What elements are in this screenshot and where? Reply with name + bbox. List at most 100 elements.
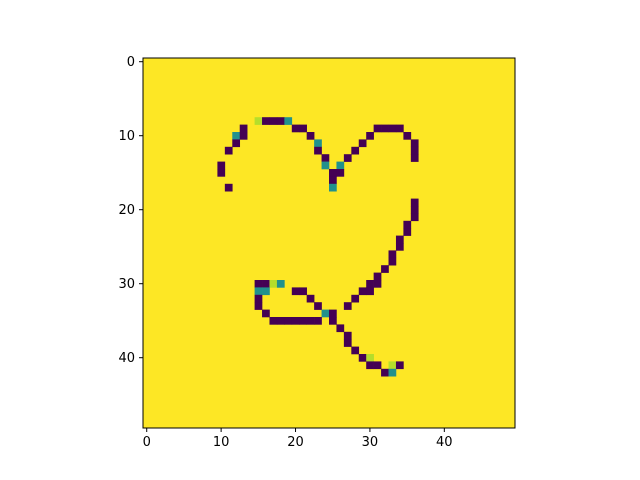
heatmap-cell — [373, 124, 382, 133]
heatmap-cell — [373, 272, 382, 281]
heatmap-cell — [254, 280, 263, 288]
heatmap-cell — [224, 146, 233, 155]
heatmap-cell — [321, 154, 330, 162]
heatmap-cell — [388, 124, 397, 133]
heatmap-cell — [329, 169, 337, 177]
heatmap-cell — [284, 317, 293, 325]
heatmap-cell — [254, 117, 263, 125]
heatmap-cell — [276, 280, 285, 288]
heatmap-cells — [143, 58, 515, 428]
heatmap-cell — [269, 117, 278, 125]
heatmap-cell — [291, 317, 300, 325]
heatmap-cell — [366, 287, 374, 296]
x-tick-label: 0 — [143, 435, 151, 450]
x-tick-label: 20 — [287, 435, 304, 450]
heatmap-cell — [403, 132, 412, 140]
heatmap-cell — [232, 132, 241, 140]
heatmap-cell — [403, 220, 412, 229]
heatmap-cell — [410, 146, 419, 155]
heatmap-cell — [381, 124, 389, 133]
heatmap-cell — [410, 154, 419, 162]
y-axis-ticks: 0 10 20 30 40 — [118, 55, 143, 366]
heatmap-cell — [232, 139, 241, 148]
heatmap-cell — [343, 302, 352, 310]
heatmap-cell — [254, 287, 263, 296]
heatmap-cell — [410, 213, 419, 222]
heatmap-cell — [291, 287, 300, 296]
heatmap-cell — [336, 169, 345, 177]
heatmap-cell — [224, 183, 233, 192]
heatmap-cell — [366, 361, 374, 370]
heatmap-cell — [314, 302, 322, 310]
y-tick-label: 0 — [127, 55, 135, 70]
heatmap-cell — [395, 243, 404, 251]
heatmap-cell — [343, 154, 352, 162]
heatmap-cell — [306, 317, 315, 325]
heatmap-cell — [366, 354, 374, 362]
y-tick-label: 20 — [118, 203, 135, 218]
heatmap-cell — [269, 280, 278, 288]
heatmap-cell — [254, 294, 263, 303]
heatmap-cell — [366, 280, 374, 288]
heatmap-cell — [314, 139, 322, 148]
heatmap-cell — [284, 117, 293, 125]
heatmap-cell — [358, 139, 367, 148]
heatmap-cell — [336, 161, 345, 170]
heatmap-cell — [314, 317, 322, 325]
heatmap-cell — [262, 309, 270, 318]
heatmap-cell — [299, 124, 307, 133]
heatmap-cell — [217, 169, 226, 177]
heatmap-cell — [239, 124, 248, 133]
heatmap-cell — [329, 309, 337, 318]
heatmap-cell — [395, 124, 404, 133]
heatmap-cell — [395, 235, 404, 244]
heatmap-cell — [388, 257, 397, 266]
heatmap-cell — [306, 132, 315, 140]
heatmap-cell — [388, 250, 397, 259]
heatmap-cell — [373, 280, 382, 288]
heatmap-cell — [410, 206, 419, 214]
axes-frame — [142, 57, 516, 429]
heatmap-cell — [306, 294, 315, 303]
x-tick-label: 30 — [362, 435, 379, 450]
heatmap-cell — [276, 117, 285, 125]
heatmap-cell — [262, 287, 270, 296]
heatmap-cell — [351, 294, 360, 303]
heatmap-cell — [329, 183, 337, 192]
x-tick-label: 40 — [436, 435, 453, 450]
heatmap-cell — [329, 176, 337, 185]
heatmap-cell — [351, 146, 360, 155]
heatmap-cell — [299, 317, 307, 325]
heatmap-cell — [351, 346, 360, 355]
heatmap-cell — [388, 361, 397, 370]
heatmap-cell — [299, 287, 307, 296]
y-tick-label: 40 — [118, 351, 135, 366]
heatmap-cell — [410, 139, 419, 148]
y-tick-label: 10 — [118, 129, 135, 144]
heatmap-cell — [262, 117, 270, 125]
heatmap-cell — [381, 368, 389, 377]
heatmap-cell — [321, 309, 330, 318]
heatmap-cell — [366, 132, 374, 140]
heatmap-cell — [262, 280, 270, 288]
x-tick-label: 10 — [213, 435, 230, 450]
heatmap-cell — [343, 339, 352, 347]
heatmap-cell — [336, 324, 345, 333]
heatmap-cell — [395, 361, 404, 370]
heatmap-cell — [358, 354, 367, 362]
heatmap-cell — [269, 317, 278, 325]
y-tick-label: 30 — [118, 277, 135, 292]
heatmap-cell — [358, 287, 367, 296]
heatmap-cell — [410, 198, 419, 207]
heatmap-cell — [314, 146, 322, 155]
heatmap-cell — [276, 317, 285, 325]
heatmap-cell — [403, 228, 412, 236]
heatmap-cell — [388, 368, 397, 377]
heatmap-cell — [254, 302, 263, 310]
heatmap-cell — [381, 265, 389, 273]
heatmap-cell — [343, 331, 352, 340]
x-axis-ticks: 0 10 20 30 40 — [143, 428, 453, 450]
heatmap-cell — [329, 317, 337, 325]
heatmap-cell — [373, 361, 382, 370]
